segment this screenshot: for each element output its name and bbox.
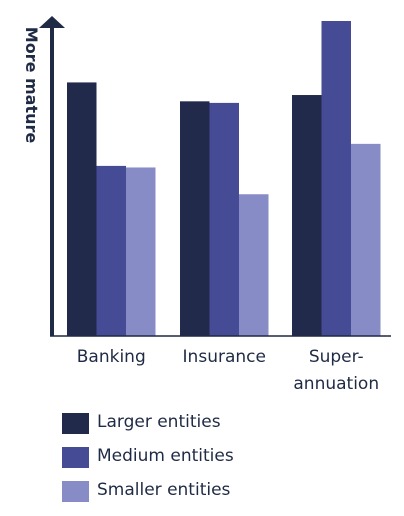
x-tick-label-banking: Banking [77, 347, 146, 367]
legend-swatch [62, 413, 89, 434]
bar-super-annuation-larger [292, 95, 322, 337]
bar-banking-medium [96, 165, 126, 336]
x-tick-label-insurance: Insurance [183, 347, 266, 367]
bar-insurance-smaller [239, 194, 269, 336]
bar-super-annuation-medium [321, 21, 351, 336]
legend-swatch [62, 447, 89, 468]
legend-swatch [62, 481, 89, 502]
y-axis-label: More mature [22, 27, 41, 144]
legend-label: Smaller entities [97, 480, 231, 500]
bar-insurance-medium [209, 102, 239, 337]
legend-label: Medium entities [97, 446, 234, 466]
bar-insurance-larger [180, 101, 210, 336]
bars-group [67, 21, 381, 337]
bar-banking-larger [67, 82, 97, 336]
x-tick-label-super-annuation: Super-annuation [293, 347, 379, 394]
x-tick-labels: Banking Insurance Super-annuation [77, 347, 379, 394]
y-axis-arrow-icon [39, 16, 65, 28]
bar-banking-smaller [126, 167, 156, 336]
bar-super-annuation-smaller [351, 143, 381, 336]
legend-label: Larger entities [97, 412, 221, 432]
